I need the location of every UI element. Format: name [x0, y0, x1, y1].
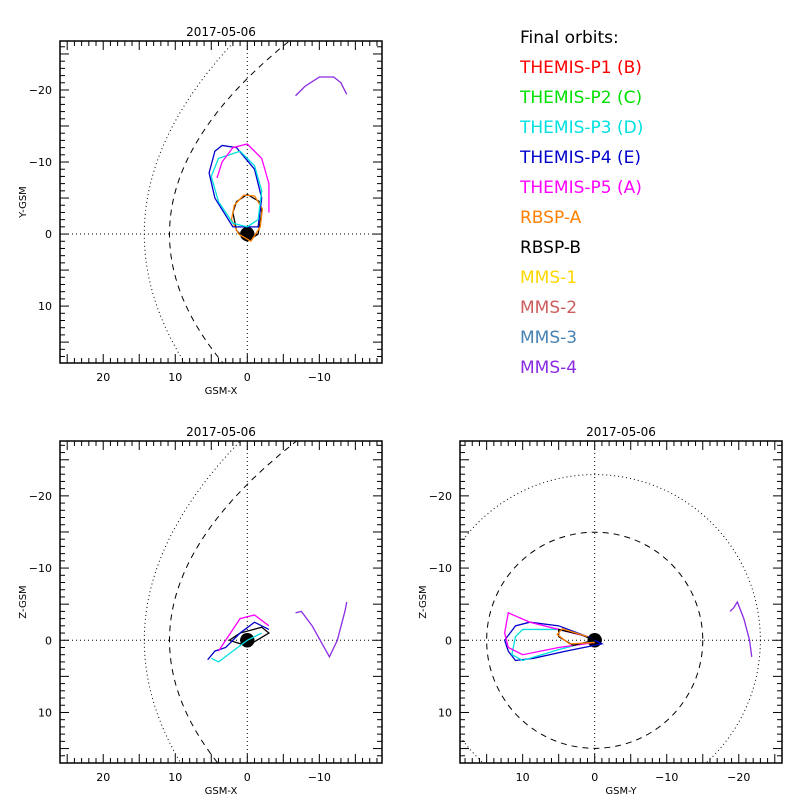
bow-shock: [143, 441, 241, 763]
orbit-themis-p3-d-: [210, 632, 262, 663]
x-tick-label: 10: [516, 771, 530, 784]
x-axis-label: GSM-Y: [605, 786, 637, 797]
legend-item: MMS-4: [520, 358, 578, 378]
y-tick-label: 10: [38, 706, 52, 719]
x-axis-label: GSM-X: [205, 386, 238, 397]
legend-item: MMS-1: [520, 268, 578, 288]
x-tick-label: −20: [727, 771, 750, 784]
orbit-mms-4: [295, 601, 348, 659]
y-tick-label: −10: [29, 562, 52, 575]
legend-item: THEMIS-P1 (B): [520, 58, 642, 78]
y-tick-label: −20: [29, 84, 52, 97]
plot-area: [60, 41, 382, 363]
y-tick-label: 10: [438, 706, 452, 719]
y-axis-label: Z-GSM: [18, 585, 29, 618]
y-tick-label: −20: [429, 490, 452, 503]
x-tick-label: 0: [244, 371, 251, 384]
x-tick-label: 0: [244, 771, 251, 784]
x-tick-label: 10: [168, 371, 182, 384]
orbit-rbsp-a: [556, 627, 595, 645]
orbit-themis-p3-d-: [511, 628, 595, 662]
orbit-themis-p4-e-: [208, 144, 263, 228]
legend-item: THEMIS-P3 (D): [520, 118, 644, 138]
y-tick-label: 0: [445, 634, 452, 647]
plot-area: [460, 441, 782, 763]
legend-title: Final orbits:: [520, 28, 619, 48]
orbit-mms-4: [295, 76, 348, 97]
y-tick-label: −10: [29, 156, 52, 169]
orbit-themis-p5-a-: [217, 614, 270, 652]
magnetopause: [168, 41, 291, 363]
y-axis-label: Z-GSM: [418, 585, 429, 618]
chart-title: 2017-05-06: [186, 425, 256, 439]
orbit-themis-p5-a-: [216, 143, 270, 213]
x-tick-label: 10: [168, 771, 182, 784]
x-tick-label: 20: [96, 771, 110, 784]
legend-item: THEMIS-P5 (A): [520, 178, 642, 198]
legend: Final orbits: THEMIS-P1 (B) THEMIS-P2 (C)…: [520, 28, 643, 388]
legend-item: RBSP-B: [520, 238, 582, 258]
legend-item: THEMIS-P2 (C): [520, 88, 643, 108]
orbit-mms-4: [729, 600, 753, 657]
chart-title: 2017-05-06: [186, 25, 256, 39]
plot-frame: [59, 40, 383, 364]
magnetopause: [486, 531, 704, 749]
bow-shock: [460, 474, 761, 763]
y-tick-label: −20: [29, 490, 52, 503]
y-tick-label: −10: [429, 562, 452, 575]
chart-title: 2017-05-06: [586, 425, 656, 439]
orbit-themis-p4-e-: [503, 621, 604, 662]
x-tick-label: −10: [308, 371, 331, 384]
orbit-themis-p3-d-: [210, 150, 263, 228]
plot-frame: [459, 440, 783, 764]
legend-item: MMS-3: [520, 328, 578, 348]
bow-shock: [143, 41, 236, 363]
plot-frame: [59, 440, 383, 764]
y-axis-label: Y-GSM: [18, 186, 29, 219]
y-tick-label: 10: [38, 300, 52, 313]
x-tick-label: −10: [308, 771, 331, 784]
plot-area: [60, 441, 382, 763]
legend-item: RBSP-A: [520, 208, 582, 228]
legend-item: MMS-2: [520, 298, 578, 318]
legend-item: THEMIS-P4 (E): [520, 148, 641, 168]
orbit-themis-p4-e-: [207, 621, 270, 661]
orbit-themis-p5-a-: [503, 611, 595, 656]
orbit-rbsp-a: [230, 194, 264, 242]
x-tick-label: 20: [96, 371, 110, 384]
x-axis-label: GSM-X: [205, 786, 238, 797]
x-tick-label: −10: [655, 771, 678, 784]
y-tick-label: 0: [45, 634, 52, 647]
x-tick-label: 0: [591, 771, 598, 784]
magnetopause: [168, 441, 298, 763]
y-tick-label: 0: [45, 228, 52, 241]
